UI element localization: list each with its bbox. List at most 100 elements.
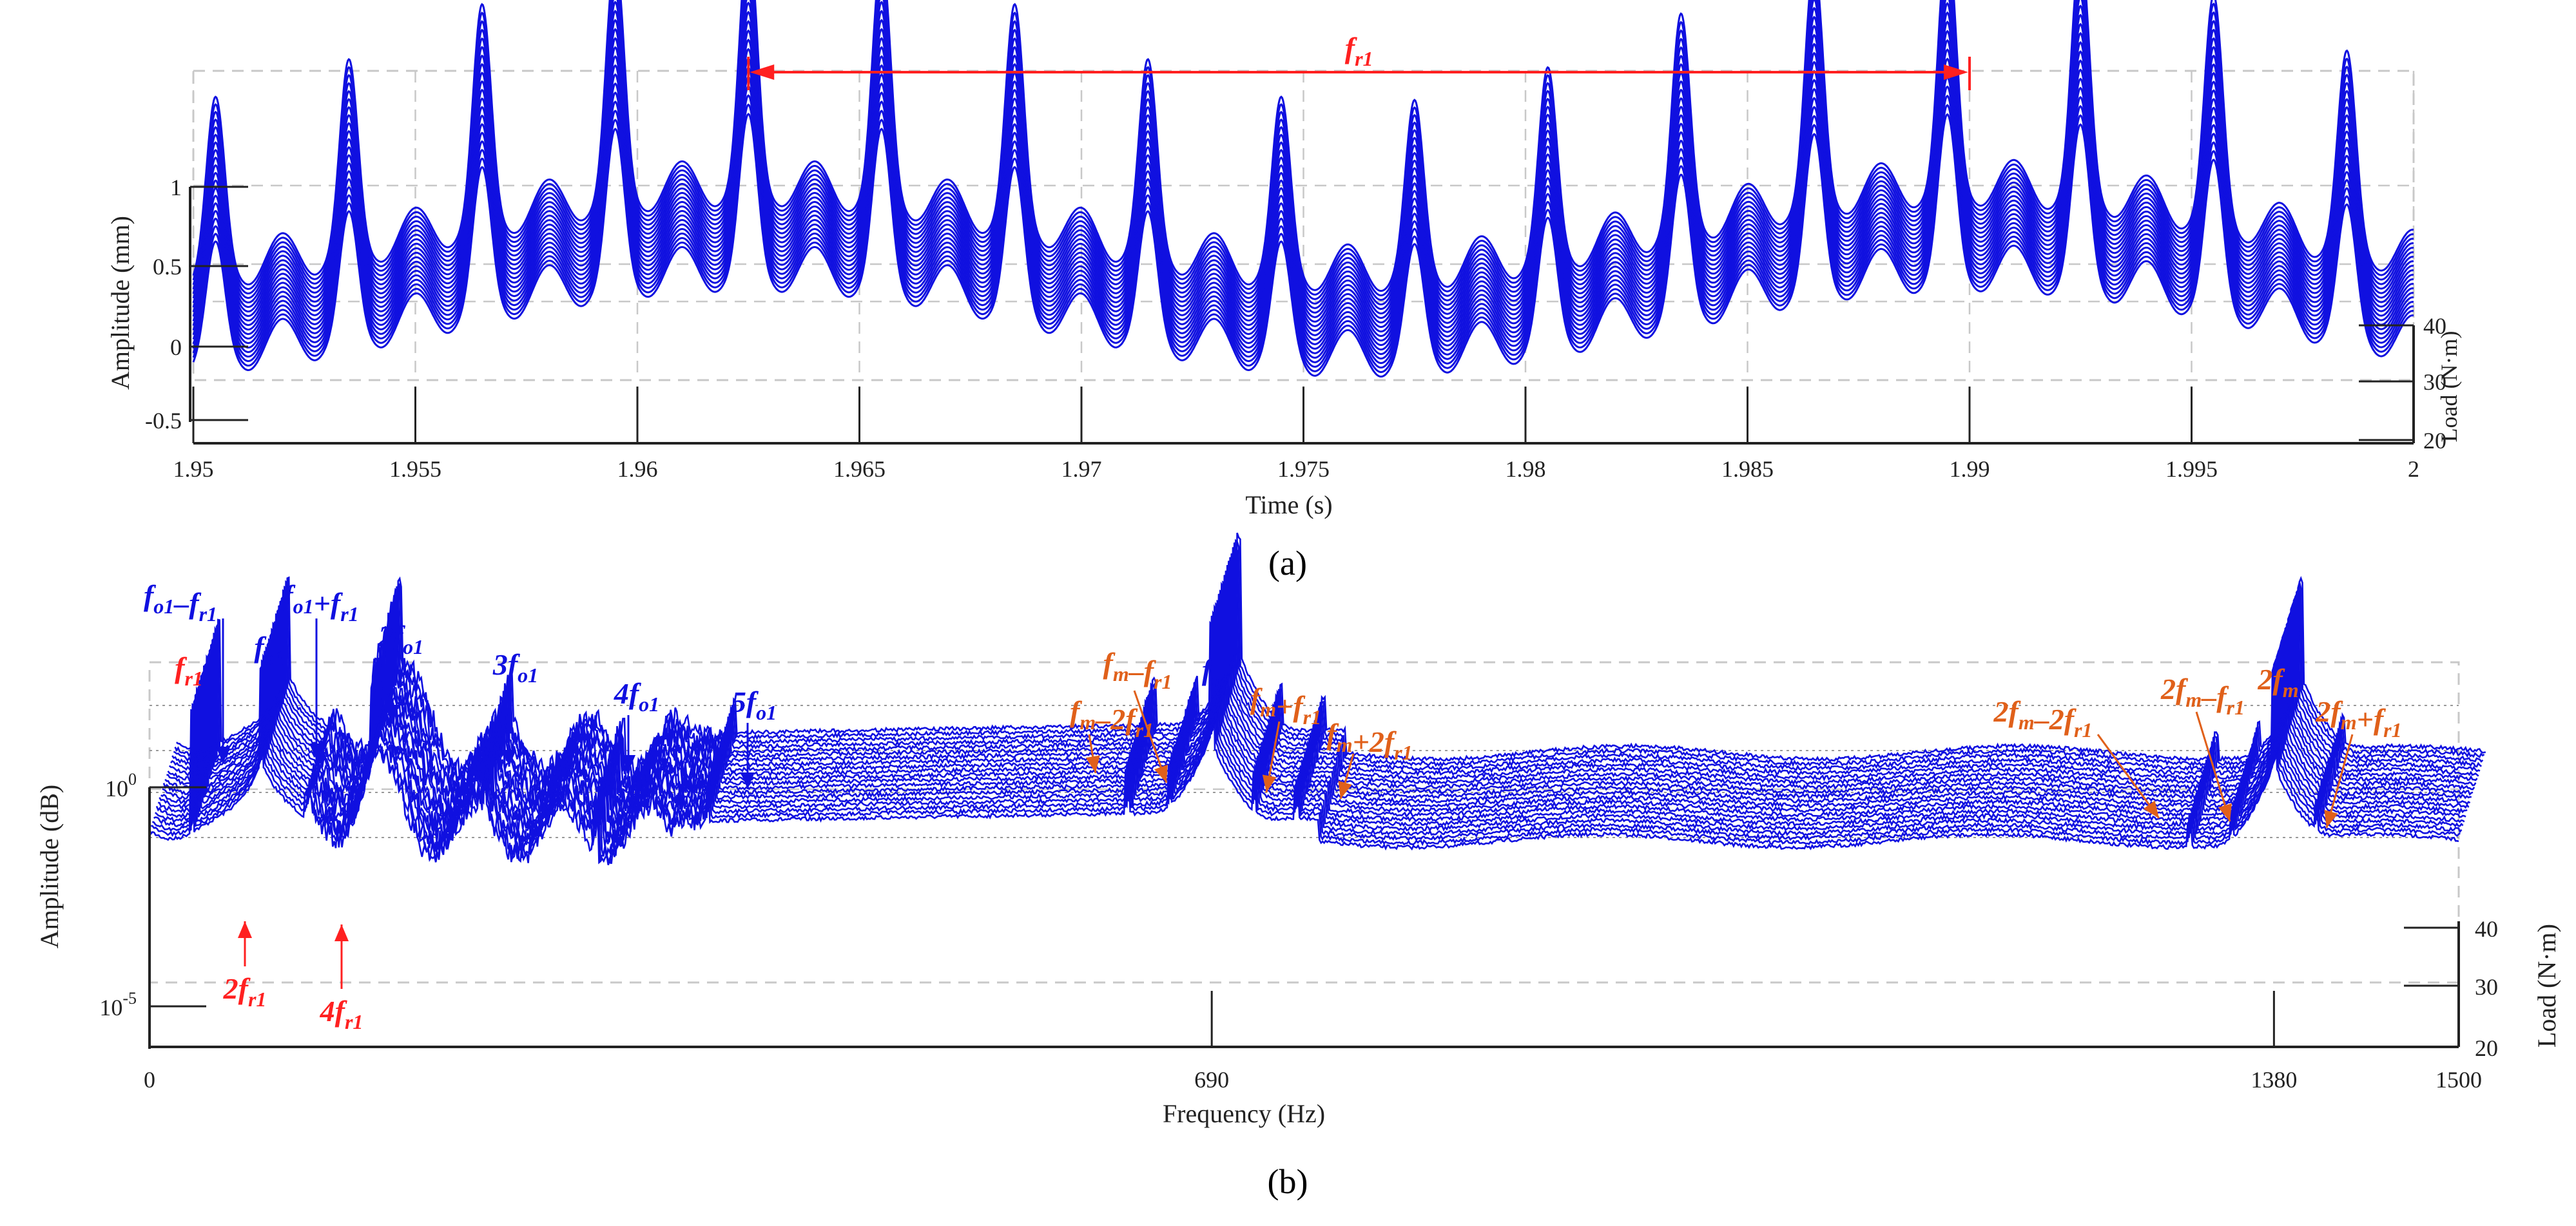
panel-b-chart: 0 690 1380 1500 100 10-5 20 30 40 Frequency (Hz)… [35, 532, 2561, 1201]
panel-b-peak-label: 2fm+fr1 [2315, 695, 2401, 742]
panel-b-peak-label: 4fo1 [614, 677, 659, 716]
panel-a-xtick-label: 1.975 [1277, 456, 1330, 482]
panel-a-annotation-arrowhead [1944, 64, 1968, 80]
panel-b-peak-label: fo1–fr1 [144, 579, 217, 626]
panel-b-peak-label: fm–fr1 [1103, 647, 1172, 693]
panel-a-series-line [192, 75, 2414, 359]
panel-a-xtick-label: 1.995 [2165, 456, 2218, 482]
panel-b-peak-label: fo1 [254, 631, 284, 669]
panel-b-peak-label: fm–2fr1 [1070, 695, 1154, 742]
panel-b-peak-label: 3fo1 [492, 648, 538, 687]
panel-b-series-line [173, 542, 2484, 789]
panel-b-peak-label: 2fo1 [378, 620, 423, 658]
panel-b-xlabel: Frequency (Hz) [1163, 1099, 1325, 1128]
panel-b-annotation-arrowhead [1085, 755, 1100, 773]
panel-b-annotation-arrowhead [2218, 803, 2232, 821]
panel-a-series-line [192, 38, 2414, 341]
panel-b-series-line [166, 564, 2477, 814]
panel-b-series-line [164, 570, 2475, 818]
panel-b-ytick-label: 100 [105, 770, 137, 801]
panel-a-ylabel: Amplitude (mm) [106, 216, 135, 390]
panel-b-series-line [171, 547, 2483, 793]
panel-b-peak-label: fo1+fr1 [283, 579, 358, 626]
panel-a-xtick-label: 1.97 [1061, 456, 1102, 482]
panel-b-annotation-arrowhead [334, 924, 349, 941]
panel-a-series-line [192, 113, 2414, 378]
panel-a-annotations: fr1 [747, 32, 1971, 90]
panel-a-series-line [192, 0, 2414, 301]
panel-a-xtick-label: 1.98 [1506, 456, 1546, 482]
panel-b-series-line [168, 557, 2479, 803]
panel-a-xtick-label: 1.985 [1721, 456, 1774, 482]
panel-b-peak-label: 5fo1 [731, 685, 777, 724]
panel-b-label: (b) [1268, 1162, 1308, 1201]
panel-a-series-line [192, 57, 2414, 350]
panel-a-series-line [192, 0, 2414, 296]
panel-a-ytick-label: 0 [170, 334, 182, 360]
panel-b-annotation-arrowhead [238, 921, 252, 938]
panel-b-xtick-label: 690 [1194, 1067, 1229, 1093]
panel-b-peak-label: 2fm–fr1 [2160, 673, 2245, 719]
panel-b-annotation-arrow [2195, 711, 2231, 822]
panel-b-series-line [160, 581, 2471, 830]
panel-b-zlabel: Load (N·m) [2532, 924, 2561, 1048]
panel-a-ytick-label: 0.5 [153, 254, 182, 280]
panel-a-series-line [192, 48, 2414, 346]
panel-a-ztick-label: 30 [2423, 369, 2446, 395]
panel-a-xtick-label: 1.96 [617, 456, 658, 482]
panel-b-peak-label: fm [1202, 653, 1228, 692]
panel-a-ticks: 1.95 1.955 1.96 1.965 1.97 1.975 1.98 1.985 1.99… [145, 175, 2446, 482]
panel-b-annotation-arrowhead [2324, 810, 2338, 828]
panel-b-series-line [174, 539, 2485, 783]
panel-b-peak-label: 2fm–2fr1 [1993, 695, 2093, 742]
panel-b-annotation-arrowhead [216, 747, 230, 763]
panel-a-zlabel: Load (N·m) [2436, 331, 2462, 443]
panel-a-ytick-label: -0.5 [145, 408, 182, 434]
panel-a-xtick-label: 1.955 [389, 456, 441, 482]
panel-b-annotation-arrowhead [502, 750, 516, 767]
panel-b-ztick-label: 40 [2475, 916, 2498, 942]
panel-b-peak-label: 2fm [2257, 663, 2298, 702]
panel-b-series-line [175, 532, 2486, 780]
panel-b-annotation-arrowhead [2143, 800, 2159, 818]
panel-a-xtick-label: 1.99 [1950, 456, 1990, 482]
panel-a-annotation-label: fr1 [1345, 32, 1373, 70]
panel-b-ylabel: Amplitude (dB) [35, 785, 64, 948]
panel-a-series-line [192, 0, 2414, 305]
panel-b-peak-label: fm+fr1 [1250, 682, 1321, 729]
panel-a-annotation-arrowhead [750, 64, 775, 80]
panel-a-waveforms [192, 0, 2414, 378]
panel-a-series-line [192, 94, 2414, 369]
panel-a-series-line [192, 0, 2414, 310]
panel-b-annotation-arrowhead [1262, 774, 1277, 792]
panel-a-chart: 1.95 1.955 1.96 1.965 1.97 1.975 1.98 1.985 1.99… [106, 0, 2462, 582]
panel-b-ztick-label: 30 [2475, 974, 2498, 1000]
panel-b-peak-label: fm+2fr1 [1326, 718, 1412, 764]
panel-a-series-line [192, 20, 2414, 332]
panel-b-annotation-arrowhead [741, 772, 755, 789]
panel-a-ztick-label: 40 [2423, 313, 2446, 339]
panel-b-xtick-label: 1380 [2251, 1067, 2297, 1093]
panel-a-series-line [192, 29, 2414, 337]
panel-b-series-line [153, 604, 2464, 852]
panel-a-xtick-label: 1.95 [173, 456, 214, 482]
panel-a-series-line [192, 0, 2414, 314]
panel-a-series-line [192, 84, 2414, 364]
panel-b-annotation-arrowhead [384, 705, 398, 722]
panel-b-annotation-arrow [2097, 734, 2160, 819]
panel-b-annotation-arrowhead [309, 743, 324, 760]
panel-a-series-line [192, 1, 2414, 323]
panel-b-xtick-label: 1500 [2436, 1067, 2482, 1093]
panel-a-label: (a) [1268, 544, 1307, 582]
panel-b-series-line [170, 553, 2481, 799]
panel-b-peak-label: fr1 [175, 651, 203, 690]
panel-a-xtick-label: 1.965 [833, 456, 886, 482]
panel-b-annotation-arrowhead [1154, 764, 1168, 783]
panel-b-xtick-label: 0 [144, 1067, 155, 1093]
panel-b-ztick-label: 20 [2475, 1035, 2498, 1061]
panel-a-series-line [192, 0, 2414, 292]
panel-b-spectra [148, 532, 2486, 865]
panel-a-series-line [192, 66, 2414, 355]
panel-a-xlabel: Time (s) [1245, 490, 1332, 519]
